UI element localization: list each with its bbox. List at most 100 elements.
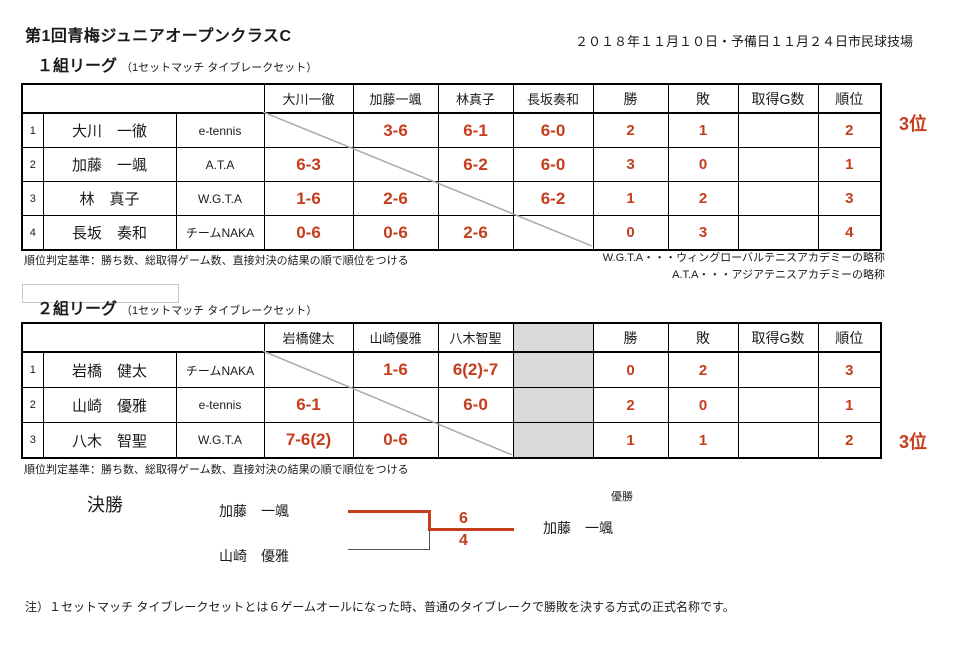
row-number: 2 <box>21 387 44 423</box>
final-player2: 山崎 優雅 <box>219 548 289 564</box>
bracket-line-vertical-black <box>429 530 430 550</box>
row-number: 4 <box>21 215 44 251</box>
table-row: 2 加藤 一颯 A.T.A 6-3 6-2 6-0 3 0 1 <box>21 147 882 182</box>
score-cell: 0-6 <box>352 215 439 251</box>
opponent-header: 長坂奏和 <box>512 83 594 114</box>
player-name: 加藤 一颯 <box>42 147 177 182</box>
score-cell: 6-2 <box>512 181 594 216</box>
games-cell <box>737 422 819 459</box>
losses-cell: 3 <box>667 215 739 251</box>
shaded-cell <box>512 322 594 353</box>
losses-cell: 0 <box>667 387 739 423</box>
score-cell: 0-6 <box>263 215 354 251</box>
wins-cell: 1 <box>592 181 669 216</box>
corner-cell <box>21 83 265 114</box>
row-number: 3 <box>21 181 44 216</box>
final-player1: 加藤 一颯 <box>219 503 289 519</box>
final-winner-name: 加藤 一颯 <box>543 520 613 536</box>
games-cell <box>737 181 819 216</box>
bracket-line-player2 <box>348 549 430 550</box>
bracket-line-winner <box>428 528 514 531</box>
score-cell: 6-2 <box>437 147 514 182</box>
table-row: 4 長坂 奏和 チームNAKA 0-6 0-6 2-6 0 3 4 <box>21 215 882 251</box>
score-cell <box>437 422 514 459</box>
table-row: 2 山崎 優雅 e-tennis 6-1 6-0 2 0 1 <box>21 387 882 423</box>
player-club: W.G.T.A <box>175 181 265 216</box>
table-row: 3 林 真子 W.G.T.A 1-6 2-6 6-2 1 2 3 <box>21 181 882 216</box>
wins-cell: 3 <box>592 147 669 182</box>
score-cell: 2-6 <box>352 181 439 216</box>
row-number: 3 <box>21 422 44 459</box>
games-cell <box>737 215 819 251</box>
score-cell: 2-6 <box>437 215 514 251</box>
league2-header-row: 岩橋健太 山崎優雅 八木智聖 勝 敗 取得G数 順位 <box>21 322 882 353</box>
player-name: 山崎 優雅 <box>42 387 177 423</box>
abbreviation-notes: W.G.T.A・・・ウィングローバルテニスアカデミーの略称 A.T.A・・・アジ… <box>500 250 885 284</box>
losses-cell: 0 <box>667 147 739 182</box>
shaded-cell <box>512 387 594 423</box>
score-cell: 6-0 <box>437 387 514 423</box>
league2-footnote: 順位判定基準：勝ち数、総取得ゲーム数、直接対決の結果の順で順位をつける <box>24 464 409 476</box>
score-cell: 0-6 <box>352 422 439 459</box>
wins-header: 勝 <box>592 322 669 353</box>
league1-footnote: 順位判定基準：勝ち数、総取得ゲーム数、直接対決の結果の順で順位をつける <box>24 255 409 267</box>
rank-header: 順位 <box>817 83 882 114</box>
score-cell: 6(2)-7 <box>437 351 514 388</box>
table-row: 1 岩橋 健太 チームNAKA 1-6 6(2)-7 0 2 3 <box>21 351 882 388</box>
table-row: 1 大川 一徹 e-tennis 3-6 6-1 6-0 2 1 2 <box>21 112 882 148</box>
league2-subtitle: （1セットマッチ タイブレークセット） <box>121 305 318 317</box>
date-note: ２０１８年１１月１０日・予備日１１月２４日市民球技場 <box>575 34 914 49</box>
player-name: 岩橋 健太 <box>42 351 177 388</box>
losses-header: 敗 <box>667 322 739 353</box>
score-cell: 6-0 <box>512 147 594 182</box>
bottom-note: 注）１セットマッチ タイブレークセットとは６ゲームオールになった時、普通のタイブ… <box>25 600 735 614</box>
opponent-header: 大川一徹 <box>263 83 354 114</box>
games-cell <box>737 351 819 388</box>
score-cell <box>512 215 594 251</box>
opponent-header: 八木智聖 <box>437 322 514 353</box>
winner-label: 優勝 <box>611 491 633 503</box>
player-club: A.T.A <box>175 147 265 182</box>
page-title: 第1回青梅ジュニアオープンクラスC <box>25 28 292 45</box>
opponent-header: 林真子 <box>437 83 514 114</box>
opponent-header: 山崎優雅 <box>352 322 439 353</box>
wgta-note: W.G.T.A・・・ウィングローバルテニスアカデミーの略称 <box>602 252 885 264</box>
rank-cell: 4 <box>817 215 882 251</box>
games-cell <box>737 147 819 182</box>
games-header: 取得G数 <box>737 83 819 114</box>
final-score-bottom: 4 <box>459 532 468 549</box>
player-club: e-tennis <box>175 387 265 423</box>
player-name: 大川 一徹 <box>42 112 177 148</box>
wins-cell: 2 <box>592 387 669 423</box>
losses-cell: 1 <box>667 422 739 459</box>
losses-cell: 2 <box>667 181 739 216</box>
final-score-top: 6 <box>459 510 468 527</box>
player-club: W.G.T.A <box>175 422 265 459</box>
shaded-cell <box>512 422 594 459</box>
shaded-cell <box>512 351 594 388</box>
corner-cell <box>21 322 265 353</box>
player-name: 八木 智聖 <box>42 422 177 459</box>
score-cell <box>352 387 439 423</box>
score-cell: 3-6 <box>352 112 439 148</box>
league1-third-place-note: 3位 <box>899 114 928 134</box>
games-header: 取得G数 <box>737 322 819 353</box>
score-cell <box>263 112 354 148</box>
losses-header: 敗 <box>667 83 739 114</box>
opponent-header: 加藤一颯 <box>352 83 439 114</box>
player-name: 林 真子 <box>42 181 177 216</box>
score-cell: 1-6 <box>352 351 439 388</box>
league2-heading: ２組リーグ （1セットマッチ タイブレークセット） <box>37 295 317 319</box>
row-number: 1 <box>21 351 44 388</box>
league1-subtitle: （1セットマッチ タイブレークセット） <box>121 62 318 74</box>
row-number: 1 <box>21 112 44 148</box>
wins-cell: 2 <box>592 112 669 148</box>
rank-header: 順位 <box>817 322 882 353</box>
score-cell: 1-6 <box>263 181 354 216</box>
row-number: 2 <box>21 147 44 182</box>
wins-cell: 1 <box>592 422 669 459</box>
player-club: チームNAKA <box>175 351 265 388</box>
score-cell <box>437 181 514 216</box>
score-cell: 6-1 <box>263 387 354 423</box>
wins-cell: 0 <box>592 215 669 251</box>
